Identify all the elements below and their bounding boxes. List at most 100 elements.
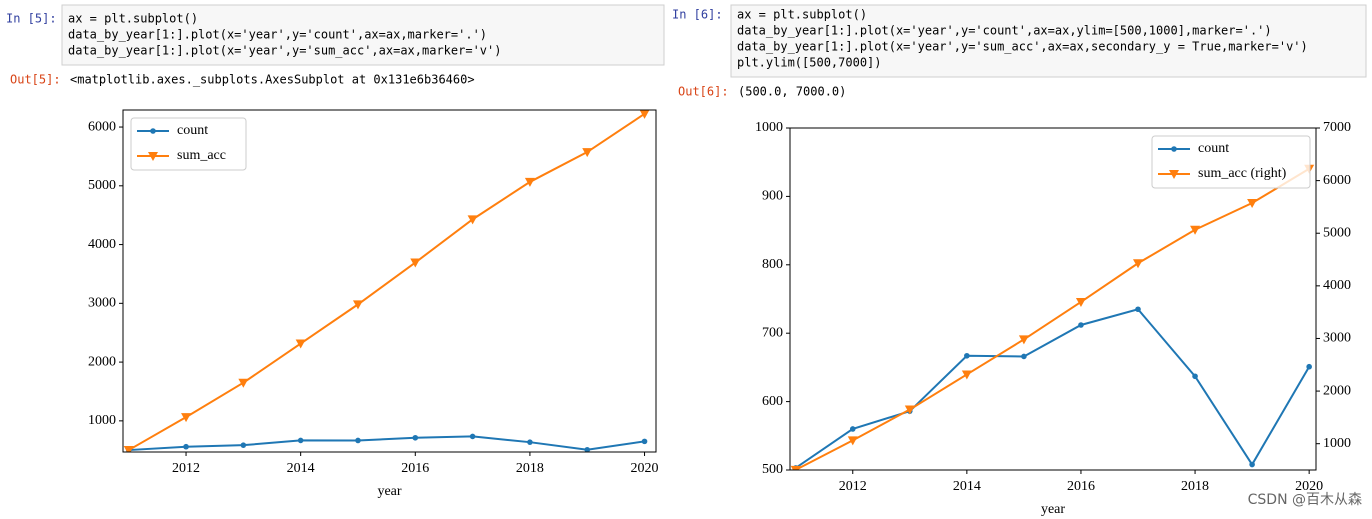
x-tick-label: 2016	[401, 461, 429, 476]
y-tick-label: 500	[762, 462, 783, 477]
y-tick-label: 3000	[88, 296, 116, 311]
marker-triangle	[1247, 199, 1258, 209]
plot-area	[123, 110, 650, 452]
plot-area	[790, 164, 1315, 470]
marker-triangle	[352, 300, 363, 310]
code-line: plt.ylim([500,7000])	[737, 56, 882, 70]
marker-triangle	[148, 152, 158, 161]
out-prompt: Out[6]:	[678, 85, 729, 99]
axes-frame	[122, 109, 657, 453]
marker-point	[183, 443, 189, 450]
output-text: (500.0, 7000.0)	[738, 85, 846, 99]
marker-triangle	[1133, 259, 1144, 269]
legend-label: count	[177, 123, 208, 138]
y2-tick-label: 6000	[1323, 173, 1351, 188]
marker-point	[1135, 306, 1141, 313]
marker-triangle	[1190, 225, 1201, 235]
x-axis-label: year	[1041, 502, 1065, 517]
marker-point	[527, 439, 533, 445]
y-tick-label: 2000	[88, 354, 116, 369]
x-axis-label: year	[377, 484, 401, 499]
y-tick-label: 600	[762, 394, 783, 409]
marker-triangle	[790, 465, 801, 470]
series-line	[128, 435, 645, 452]
marker-point	[1021, 353, 1027, 360]
y-tick-label: 800	[762, 257, 783, 272]
code-line: data_by_year[1:].plot(x='year',y='count'…	[68, 28, 487, 42]
marker-triangle	[904, 405, 915, 415]
marker-point	[1192, 373, 1198, 380]
marker-point	[641, 438, 648, 445]
y-tick-label: 1000	[88, 413, 116, 428]
code-line: ax = plt.subplot()	[68, 12, 198, 26]
code-line: data_by_year[1:].plot(x='year',y='count'…	[737, 24, 1272, 38]
out-prompt: Out[5]:	[10, 73, 61, 87]
marker-triangle	[847, 436, 858, 446]
x-tick-label: 2018	[1181, 479, 1209, 494]
y2-tick-label: 1000	[1323, 436, 1351, 451]
marker-triangle	[238, 378, 249, 388]
marker-triangle	[123, 446, 134, 452]
marker-point	[849, 426, 856, 432]
marker-point	[150, 128, 156, 134]
in-prompt: In [6]:	[672, 8, 723, 22]
marker-triangle	[410, 258, 421, 268]
y-tick-label: 1000	[755, 120, 783, 135]
x-tick-label: 2016	[1067, 479, 1095, 494]
marker-triangle	[1169, 170, 1179, 179]
x-tick-label: 2012	[172, 461, 200, 476]
y2-tick-label: 5000	[1323, 225, 1351, 240]
marker-triangle	[467, 215, 478, 225]
marker-triangle	[1075, 297, 1086, 307]
in-prompt: In [5]:	[6, 12, 57, 26]
marker-triangle	[524, 177, 535, 187]
y-tick-label: 900	[762, 189, 783, 204]
marker-point	[1171, 146, 1177, 152]
marker-point	[1249, 461, 1255, 468]
marker-point	[1078, 322, 1084, 328]
watermark: CSDN @百木从森	[1248, 492, 1362, 508]
legend-label: sum_acc (right)	[1198, 166, 1287, 181]
marker-triangle	[181, 413, 192, 423]
marker-triangle	[639, 110, 650, 119]
y-tick-label: 4000	[88, 237, 116, 252]
marker-point	[964, 352, 970, 359]
x-tick-label: 2012	[839, 479, 867, 494]
x-tick-label: 2014	[953, 479, 981, 494]
marker-triangle	[961, 370, 972, 380]
marker-point	[469, 433, 476, 440]
x-tick-label: 2014	[287, 461, 315, 476]
y2-tick-label: 7000	[1323, 120, 1351, 135]
marker-triangle	[582, 148, 593, 158]
code-line: data_by_year[1:].plot(x='year',y='sum_ac…	[68, 44, 501, 58]
code-line: ax = plt.subplot()	[737, 8, 867, 22]
legend-box	[1151, 135, 1311, 189]
y2-tick-label: 4000	[1323, 278, 1351, 293]
legend-label: sum_acc	[177, 148, 226, 163]
marker-point	[355, 437, 361, 444]
code-line: data_by_year[1:].plot(x='year',y='sum_ac…	[737, 40, 1308, 54]
series-line	[795, 308, 1311, 469]
y-tick-label: 700	[762, 325, 783, 340]
series-line	[128, 112, 646, 451]
axes-frame	[789, 127, 1317, 471]
output-text: <matplotlib.axes._subplots.AxesSubplot a…	[70, 73, 475, 87]
marker-triangle	[1018, 335, 1029, 345]
marker-point	[240, 442, 247, 448]
code-cell	[730, 4, 1367, 78]
marker-point	[297, 437, 304, 444]
x-tick-label: 2018	[516, 461, 544, 476]
y2-tick-label: 3000	[1323, 331, 1351, 346]
y-tick-label: 6000	[88, 119, 116, 134]
marker-triangle	[295, 339, 306, 349]
series-line	[795, 167, 1310, 470]
marker-point	[412, 434, 419, 441]
legend-label: count	[1198, 141, 1229, 156]
y-tick-label: 5000	[88, 178, 116, 193]
marker-point	[1306, 363, 1312, 370]
x-tick-label: 2020	[631, 461, 659, 476]
code-cell	[61, 4, 665, 66]
x-tick-label: 2020	[1295, 479, 1323, 494]
y2-tick-label: 2000	[1323, 383, 1351, 398]
